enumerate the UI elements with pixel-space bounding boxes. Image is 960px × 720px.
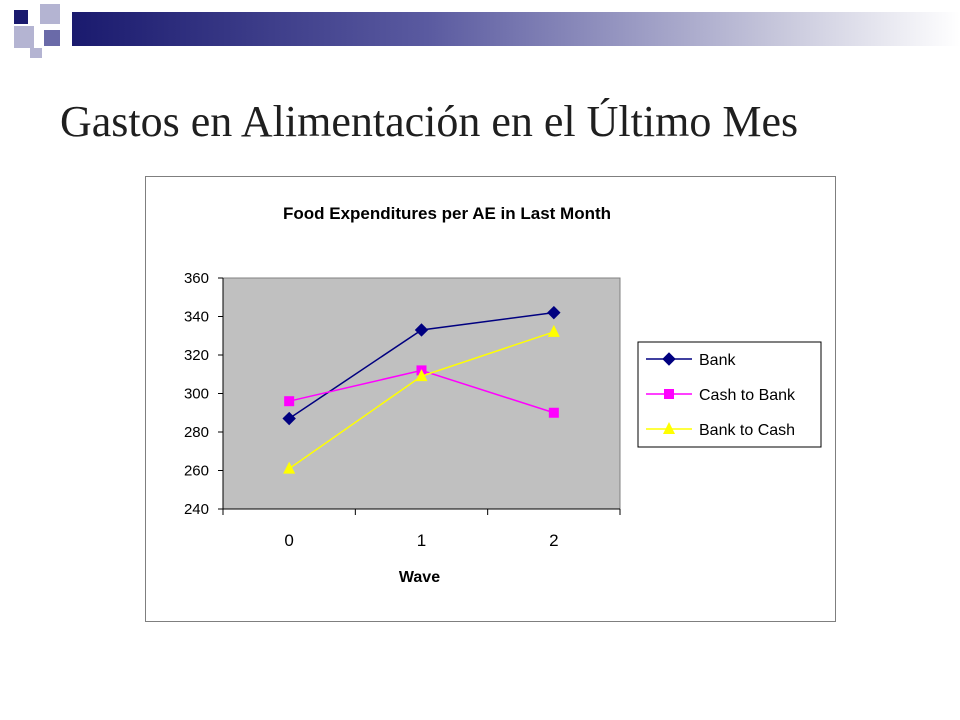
- y-tick-label: 280: [184, 424, 209, 441]
- legend-marker: [662, 352, 676, 366]
- decoration-square-light: [14, 26, 34, 48]
- data-point: [547, 324, 560, 337]
- data-point: [284, 396, 295, 407]
- chart-container: Food Expenditures per AE in Last Month 24…: [145, 176, 836, 622]
- y-tick-label: 360: [184, 270, 209, 287]
- decoration-square-mid: [44, 30, 60, 46]
- legend-marker: [664, 389, 674, 399]
- x-axis-label: Wave: [399, 569, 440, 586]
- data-point: [415, 369, 428, 382]
- legend-label: Bank: [699, 352, 736, 369]
- legend-label: Cash to Bank: [699, 387, 796, 404]
- y-tick-label: 320: [184, 347, 209, 364]
- y-tick-label: 300: [184, 386, 209, 403]
- decoration-square-dark: [14, 10, 28, 24]
- y-tick-label: 340: [184, 309, 209, 326]
- line-chart: Food Expenditures per AE in Last Month 24…: [184, 204, 822, 586]
- decoration-square-light: [40, 4, 60, 24]
- data-point: [283, 461, 296, 474]
- x-tick-label: 2: [549, 531, 558, 550]
- legend-label: Bank to Cash: [699, 422, 795, 439]
- y-tick-label: 260: [184, 463, 209, 480]
- decoration-square-light: [30, 48, 42, 58]
- slide-title: Gastos en Alimentación en el Último Mes: [60, 97, 799, 146]
- data-point: [282, 411, 296, 426]
- y-tick-label: 240: [184, 501, 209, 518]
- header-decoration-bar: [72, 12, 960, 46]
- x-tick-label: 0: [284, 531, 293, 550]
- legend-marker: [663, 422, 675, 434]
- data-point: [414, 323, 429, 337]
- data-point: [547, 305, 561, 320]
- chart-title: Food Expenditures per AE in Last Month: [283, 204, 611, 223]
- data-point: [548, 407, 559, 418]
- x-tick-label: 1: [417, 531, 426, 550]
